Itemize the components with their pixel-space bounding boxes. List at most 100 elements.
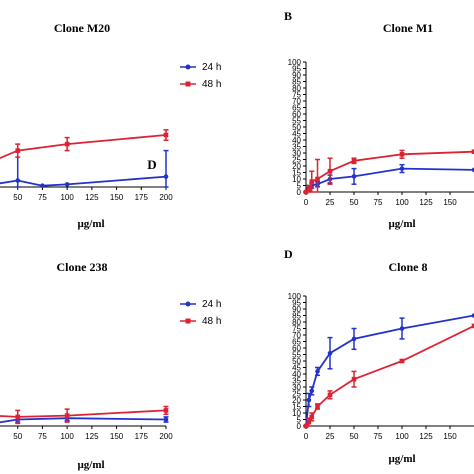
legend-24h-marker xyxy=(185,301,191,307)
panel-a-xlabel: µg/ml xyxy=(77,218,104,230)
y-tick-label: 80 xyxy=(292,84,301,93)
data-point-24h xyxy=(327,350,333,356)
data-point-48h xyxy=(163,132,169,138)
x-tick-label: 125 xyxy=(85,432,99,441)
series-line-24h xyxy=(0,175,167,187)
data-point-24h xyxy=(399,326,405,331)
legend-24h-label: 24 h xyxy=(202,299,221,310)
x-tick-label: 100 xyxy=(395,432,409,441)
data-point-48h xyxy=(315,404,320,409)
legend-48h-marker xyxy=(185,318,191,324)
x-tick-label: 75 xyxy=(38,432,47,441)
data-point-24h xyxy=(64,182,70,187)
panel-d-plot: 0 25 50 75 100 125 150051015202530354045505560… xyxy=(288,292,474,441)
data-point-48h xyxy=(399,358,405,364)
panel-a-annotation: D xyxy=(147,157,156,172)
y-tick-label: 80 xyxy=(292,318,301,327)
data-point-48h xyxy=(471,149,474,154)
x-tick-label: 100 xyxy=(60,432,74,441)
panel-a-plot: 50 75 100 125 150 175 200 xyxy=(0,129,173,202)
data-point-48h xyxy=(471,323,474,329)
x-tick-label: 100 xyxy=(60,193,74,202)
y-tick-label: 5 xyxy=(297,182,302,191)
data-point-24h xyxy=(351,174,357,179)
panel-b-plot: 0 25 50 75 100 125 150051015202530354045505560… xyxy=(288,58,474,207)
legend-48h-label: 48 h xyxy=(202,79,221,90)
x-tick-label: 150 xyxy=(110,193,124,202)
y-tick-label: 10 xyxy=(292,409,301,418)
y-tick-label: 10 xyxy=(292,175,301,184)
y-tick-label: 100 xyxy=(288,58,302,67)
x-tick-label: 125 xyxy=(419,198,433,207)
y-tick-label: 20 xyxy=(292,162,301,171)
panel-d-letter: D xyxy=(284,247,293,261)
x-tick-label: 75 xyxy=(374,198,383,207)
data-point-24h xyxy=(309,388,315,394)
panel-c-plot: 50 75 100 125 150 175 200 xyxy=(0,405,173,441)
y-tick-label: 35 xyxy=(292,377,301,386)
data-point-48h xyxy=(303,189,309,195)
panel-d-title: Clone 8 xyxy=(389,260,428,274)
data-point-48h xyxy=(351,158,357,164)
panel-c-xlabel: µg/ml xyxy=(77,459,104,471)
y-tick-label: 90 xyxy=(292,305,301,314)
y-tick-label: 40 xyxy=(292,370,301,379)
y-tick-label: 60 xyxy=(292,110,301,119)
panel-a-title: Clone M20 xyxy=(54,21,110,35)
y-tick-label: 85 xyxy=(292,312,301,321)
data-point-48h xyxy=(163,408,169,413)
legend-48h-label: 48 h xyxy=(202,316,221,327)
data-point-24h xyxy=(471,167,474,173)
panel-a-legend: 24 h 48 h xyxy=(180,62,221,90)
x-tick-label: 150 xyxy=(443,198,457,207)
x-tick-label: 75 xyxy=(38,193,47,202)
data-point-48h xyxy=(399,152,405,157)
y-tick-label: 15 xyxy=(292,169,301,178)
data-point-24h xyxy=(351,336,357,342)
y-tick-label: 75 xyxy=(292,91,301,100)
data-point-48h xyxy=(351,376,357,382)
series-line-48h xyxy=(305,325,474,427)
y-tick-label: 95 xyxy=(292,65,301,74)
series-line-48h xyxy=(0,134,167,160)
y-tick-label: 65 xyxy=(292,338,301,347)
data-point-48h xyxy=(315,176,320,182)
x-tick-label: 25 xyxy=(326,198,335,207)
panel-b-title: Clone M1 xyxy=(383,21,433,35)
data-point-24h xyxy=(315,369,320,374)
y-tick-label: 25 xyxy=(292,156,301,165)
y-tick-label: 70 xyxy=(292,331,301,340)
y-tick-label: 70 xyxy=(292,97,301,106)
data-point-24h xyxy=(306,397,312,403)
series-line-24h xyxy=(0,417,167,424)
x-tick-label: 50 xyxy=(13,193,22,202)
y-tick-label: 5 xyxy=(297,416,302,425)
panel-d-xlabel: µg/ml xyxy=(388,453,415,465)
y-tick-label: 95 xyxy=(292,299,301,308)
data-point-48h xyxy=(327,392,333,398)
series-line-48h xyxy=(0,409,167,418)
y-tick-label: 50 xyxy=(292,123,301,132)
y-tick-label: 60 xyxy=(292,344,301,353)
y-tick-label: 0 xyxy=(297,188,302,197)
panel-b-letter: B xyxy=(284,9,292,23)
data-point-24h xyxy=(471,313,474,318)
data-point-48h xyxy=(15,414,21,420)
x-tick-label: 200 xyxy=(159,432,173,441)
y-tick-label: 100 xyxy=(288,292,302,301)
y-tick-label: 90 xyxy=(292,71,301,80)
data-point-48h xyxy=(309,179,315,184)
panel-b-xlabel: µg/ml xyxy=(388,218,415,230)
y-tick-label: 30 xyxy=(292,149,301,158)
x-tick-label: 75 xyxy=(374,432,383,441)
x-tick-label: 125 xyxy=(85,193,99,202)
y-tick-label: 25 xyxy=(292,390,301,399)
y-tick-label: 50 xyxy=(292,357,301,366)
legend-24h-marker xyxy=(185,64,191,70)
y-tick-label: 65 xyxy=(292,104,301,113)
x-tick-label: 50 xyxy=(350,432,359,441)
y-tick-label: 45 xyxy=(292,130,301,139)
x-tick-label: 25 xyxy=(326,432,335,441)
data-point-24h xyxy=(399,166,405,171)
